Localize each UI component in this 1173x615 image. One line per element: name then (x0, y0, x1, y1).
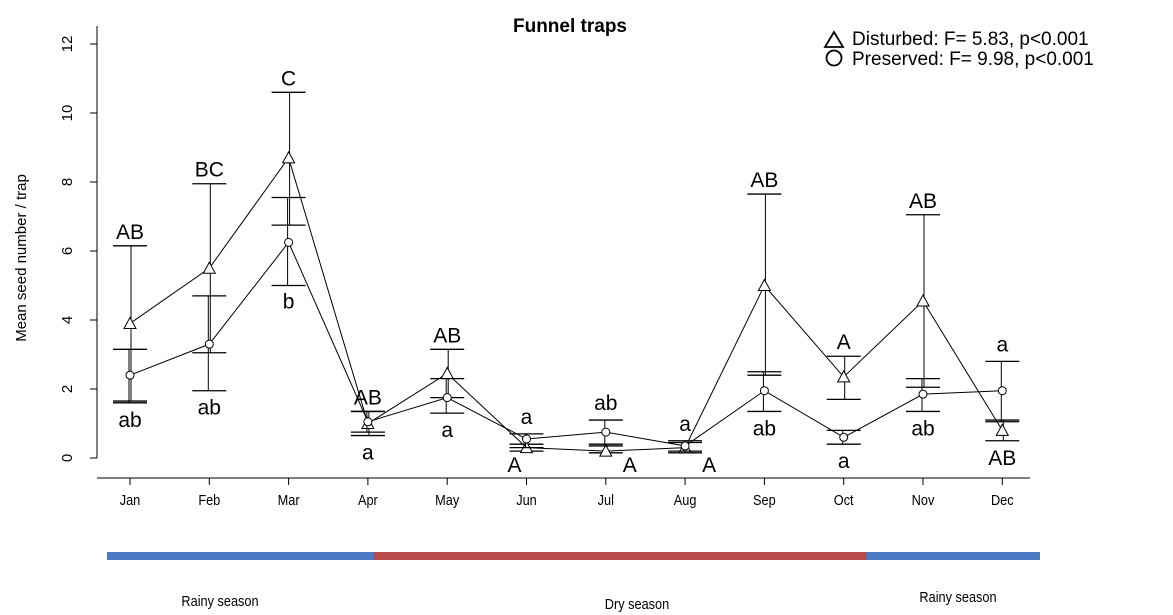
data-point-preserved (522, 434, 531, 444)
letter-disturbed: AB (750, 169, 778, 192)
x-tick-label: Nov (912, 491, 935, 508)
data-point-disturbed (202, 261, 217, 274)
data-point-preserved (601, 427, 611, 437)
data-point-disturbed (916, 293, 930, 307)
y-tick-label: 10 (59, 105, 76, 122)
letter-disturbed: AB (988, 447, 1016, 470)
letter-preserved: ab (594, 392, 617, 415)
y-tick-label: 8 (59, 178, 76, 186)
legend: Disturbed: F= 5.83, p<0.001 Preserved: F… (823, 29, 1094, 70)
data-point-preserved (363, 417, 373, 427)
y-ticks: 0 2 4 6 8 10 12 (59, 36, 97, 462)
letter-preserved: ab (198, 397, 221, 420)
letter-disturbed: A (623, 454, 637, 477)
x-tick-label: Aug (674, 491, 697, 508)
season-label: Dry season (605, 595, 669, 612)
letters-layer: AB BC C AB AB A A A AB A AB AB ab ab b a a a ab a ab a ab a (116, 67, 1016, 477)
data-point-preserved (918, 389, 928, 399)
legend-circle-marker (825, 49, 843, 67)
x-tick-label: Jan (120, 491, 141, 508)
y-axis-label: Mean seed number / trap (13, 174, 30, 342)
letter-preserved: a (441, 419, 453, 442)
data-point-preserved (284, 237, 294, 247)
letter-disturbed: A (837, 331, 851, 354)
letter-disturbed: C (281, 67, 296, 90)
letter-disturbed: AB (354, 386, 382, 409)
letter-preserved: ab (911, 417, 934, 440)
letter-preserved: a (996, 333, 1008, 356)
series-line-disturbed (129, 156, 1003, 452)
data-point-disturbed (598, 444, 613, 457)
x-tick-label: May (435, 491, 459, 508)
season-label: Rainy season (181, 592, 258, 609)
legend-label-preserved: Preserved: F= 9.98, p<0.001 (852, 49, 1094, 70)
letter-preserved: ab (118, 409, 141, 432)
season-bar (107, 552, 374, 560)
x-tick-label: Dec (991, 491, 1014, 508)
series-layer (113, 91, 1020, 457)
data-point-preserved (680, 441, 690, 451)
letter-disturbed: BC (195, 159, 224, 182)
data-point-preserved (125, 370, 135, 380)
season-bar (866, 552, 1040, 560)
letter-preserved: a (362, 442, 374, 465)
letter-preserved: a (838, 450, 850, 473)
legend-label-disturbed: Disturbed: F= 5.83, p<0.001 (852, 29, 1089, 50)
data-point-preserved (839, 432, 849, 442)
x-tick-label: Apr (358, 491, 378, 508)
letter-disturbed: AB (909, 190, 937, 213)
data-point-preserved (997, 386, 1007, 396)
x-ticks: Jan Feb Mar Apr May Jun Jul Aug Sep Oct Nov Dec (120, 478, 1014, 508)
data-point-disturbed (836, 369, 851, 383)
letter-preserved: a (521, 406, 533, 429)
legend-item-preserved: Preserved: F= 9.98, p<0.001 (825, 49, 1094, 70)
x-tick-label: Jul (598, 491, 614, 508)
data-point-preserved (442, 393, 452, 403)
letter-preserved: a (679, 413, 691, 436)
y-tick-label: 2 (59, 385, 76, 393)
letter-disturbed: A (507, 454, 521, 477)
data-point-disturbed (123, 316, 137, 329)
x-tick-label: Jun (516, 491, 537, 508)
x-tick-label: Oct (834, 491, 854, 508)
season-bar (374, 552, 866, 560)
data-point-preserved (204, 339, 214, 349)
letter-disturbed: AB (116, 221, 144, 244)
season-layer: Rainy season Dry season Rainy season (107, 552, 1040, 612)
y-tick-label: 4 (59, 316, 76, 324)
y-tick-label: 6 (59, 247, 76, 255)
x-tick-label: Sep (753, 491, 776, 508)
x-tick-label: Feb (198, 491, 220, 508)
data-point-disturbed (281, 150, 296, 164)
chart-title: Funnel traps (513, 16, 627, 37)
data-point-disturbed (757, 278, 772, 291)
letter-preserved: b (283, 290, 295, 313)
letter-disturbed: AB (433, 324, 461, 347)
data-point-disturbed (995, 423, 1010, 436)
letter-preserved: ab (753, 417, 776, 440)
series-line-preserved (129, 241, 1003, 447)
data-point-disturbed (440, 366, 455, 379)
season-label: Rainy season (919, 588, 996, 605)
data-point-preserved (759, 386, 769, 396)
x-tick-label: Mar (278, 491, 300, 508)
letter-disturbed: A (702, 454, 716, 477)
legend-triangle-marker (823, 30, 845, 48)
y-tick-label: 12 (59, 36, 76, 53)
legend-item-disturbed: Disturbed: F= 5.83, p<0.001 (823, 29, 1089, 50)
y-tick-label: 0 (59, 454, 76, 462)
